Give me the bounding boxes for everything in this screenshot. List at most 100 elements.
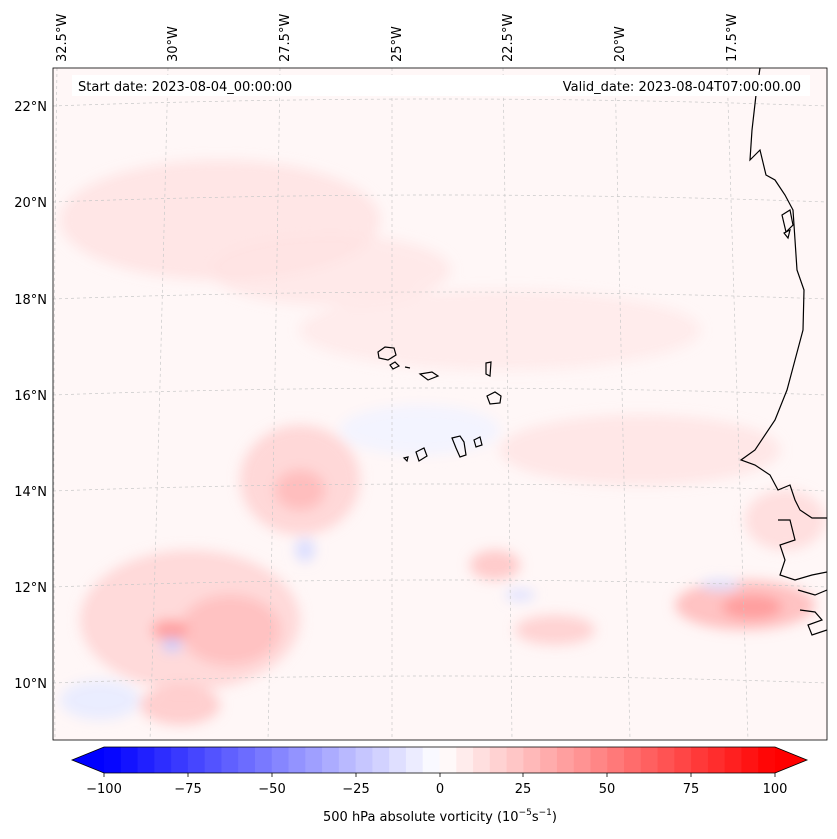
colorbar-cell	[691, 747, 709, 773]
lon-gridline	[614, 68, 631, 740]
lon-gridline	[149, 68, 169, 740]
colorbar-cell	[556, 747, 575, 773]
lat-gridline	[53, 98, 827, 107]
coastlines	[377, 68, 827, 636]
coast-detail	[778, 519, 827, 581]
cape-verde-island	[402, 456, 409, 463]
lat-gridline	[53, 291, 827, 300]
colorbar-cell	[305, 747, 323, 773]
colorbar-cell	[741, 747, 759, 773]
map-plot-area	[53, 68, 827, 740]
lon-gridline	[726, 68, 749, 740]
colorbar-cell	[707, 747, 726, 773]
colorbar-cell	[254, 747, 273, 773]
lat-label: 16°N	[14, 389, 47, 404]
colorbar-tick-label: 0	[436, 782, 444, 797]
lat-label: 18°N	[14, 293, 47, 308]
lon-label: 32.5°W	[55, 14, 70, 62]
colorbar-tick-label: 75	[683, 782, 700, 797]
island	[783, 228, 791, 240]
colorbar-cell	[523, 747, 541, 773]
cape-verde-island	[451, 435, 467, 458]
lat-gridline	[53, 675, 827, 684]
colorbar-cell	[137, 747, 155, 773]
lon-gridline	[267, 68, 281, 740]
colorbar-cells	[72, 747, 807, 773]
colorbar-ticks	[103, 773, 776, 777]
vorticity-field	[60, 160, 825, 725]
colorbar-tick-label: 50	[599, 782, 616, 797]
lat-label: 22°N	[14, 100, 47, 115]
coast-detail	[799, 609, 827, 636]
cape-verde-island	[404, 366, 411, 369]
colorbar-cell	[624, 747, 642, 773]
info-banner	[72, 75, 810, 96]
cape-verde-island	[473, 436, 483, 448]
colorbar-tick-label: −50	[258, 782, 285, 797]
colorbar-tick-label: −25	[342, 782, 369, 797]
cape-verde-island	[389, 361, 401, 370]
lon-label: 25°W	[390, 26, 405, 62]
lat-label: 14°N	[14, 485, 47, 500]
colorbar-cell	[456, 747, 474, 773]
colorbar-cell	[171, 747, 189, 773]
cape-verde-island	[415, 447, 428, 462]
colorbar-cell	[422, 747, 440, 773]
colorbar-cell	[758, 747, 776, 773]
colorbar-max-extend	[775, 747, 807, 773]
colorbar-cell	[473, 747, 491, 773]
lon-label: 17.5°W	[725, 14, 740, 62]
africa-coastline	[739, 68, 827, 519]
lat-gridline	[53, 194, 827, 203]
lon-labels: 32.5°W 30°W 27.5°W 25°W 22.5°W 20°W 17.5…	[55, 14, 740, 62]
lat-label: 12°N	[14, 581, 47, 596]
lon-label: 20°W	[613, 26, 628, 62]
lon-label: 22.5°W	[501, 14, 516, 62]
colorbar: −100 −75 −50 −25 0 25 50 75 100 500 hPa …	[70, 746, 809, 825]
colorbar-cell	[238, 747, 256, 773]
colorbar-cell	[355, 747, 373, 773]
colorbar-cell	[204, 747, 222, 773]
island	[781, 209, 794, 234]
colorbar-cell	[405, 747, 424, 773]
cape-verde-island	[377, 346, 397, 361]
gridlines	[53, 68, 827, 740]
colorbar-tick-label: 100	[763, 782, 788, 797]
lat-gridline	[53, 579, 827, 588]
colorbar-tick-label: −75	[174, 782, 201, 797]
valid-date-label: Valid_date: 2023-08-04T07:00:00.00	[563, 80, 801, 95]
colorbar-tick-label: −100	[86, 782, 122, 797]
colorbar-cell	[104, 747, 122, 773]
lon-label: 27.5°W	[278, 14, 293, 62]
colorbar-cell	[187, 747, 206, 773]
colorbar-cell	[573, 747, 591, 773]
colorbar-cell	[540, 747, 558, 773]
colorbar-cell	[439, 747, 457, 773]
cape-verde-island	[486, 391, 502, 405]
colorbar-cell	[288, 747, 306, 773]
cape-verde-island	[485, 361, 492, 377]
colorbar-cell	[640, 747, 659, 773]
colorbar-cell	[674, 747, 692, 773]
colorbar-cell	[120, 747, 139, 773]
colorbar-cell	[607, 747, 625, 773]
lat-labels: 22°N 20°N 18°N 16°N 14°N 12°N 10°N	[14, 100, 47, 692]
lon-gridline	[502, 68, 513, 740]
colorbar-cell	[724, 747, 742, 773]
colorbar-cell	[389, 747, 407, 773]
colorbar-cell	[489, 747, 508, 773]
colorbar-cell	[271, 747, 290, 773]
coast-detail	[797, 589, 827, 596]
colorbar-title: 500 hPa absolute vorticity (10−5s−1)	[323, 808, 557, 825]
lon-label: 30°W	[166, 26, 181, 62]
colorbar-cell	[590, 747, 608, 773]
lon-gridline	[53, 68, 58, 740]
colorbar-cell	[221, 747, 239, 773]
colorbar-cell	[506, 747, 524, 773]
lat-label: 20°N	[14, 196, 47, 211]
cape-verde-island	[418, 371, 440, 381]
colorbar-cell	[322, 747, 340, 773]
lat-gridline	[53, 483, 827, 492]
lat-gridline	[53, 387, 827, 396]
